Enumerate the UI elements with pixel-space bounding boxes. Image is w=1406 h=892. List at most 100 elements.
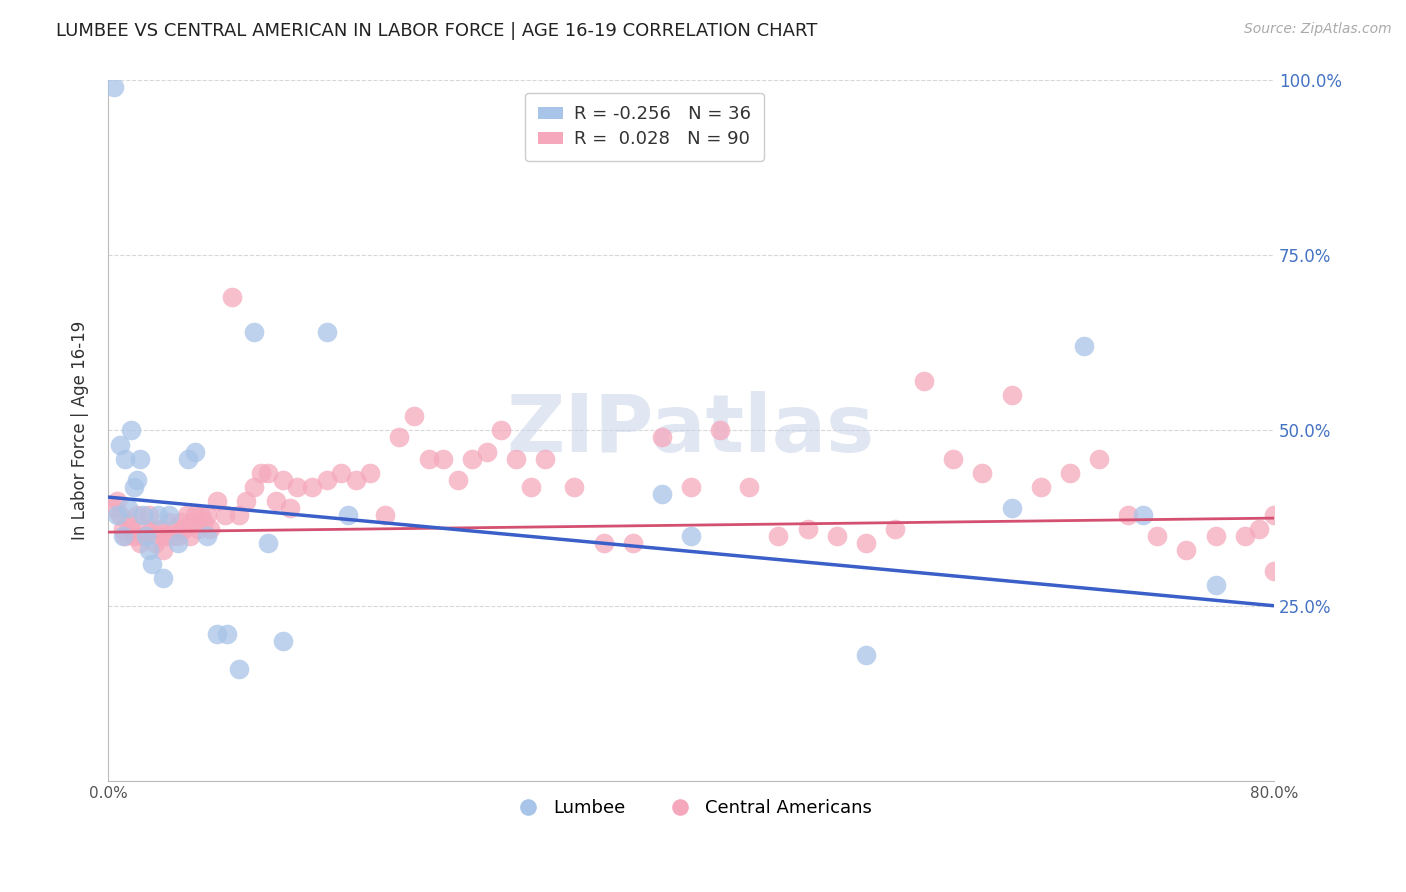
Point: [108, 437, 131, 451]
Point: [132, 528, 155, 542]
Point: [679, 479, 702, 493]
Point: [1000, 388, 1022, 402]
Point: [796, 522, 818, 536]
Point: [141, 557, 163, 571]
Y-axis label: In Labor Force | Age 16-19: In Labor Force | Age 16-19: [72, 321, 89, 541]
Point: [117, 515, 139, 529]
Point: [344, 473, 367, 487]
Point: [122, 479, 145, 493]
Point: [138, 542, 160, 557]
Point: [163, 522, 186, 536]
Point: [111, 522, 134, 536]
Point: [157, 515, 180, 529]
Point: [447, 473, 470, 487]
Point: [491, 424, 513, 438]
Point: [117, 500, 139, 515]
Point: [374, 508, 396, 522]
Point: [143, 535, 166, 549]
Point: [257, 466, 280, 480]
Point: [170, 515, 193, 529]
Point: [257, 535, 280, 549]
Point: [221, 290, 243, 304]
Point: [105, 508, 128, 522]
Point: [235, 493, 257, 508]
Point: [402, 409, 425, 424]
Point: [103, 80, 125, 95]
Point: [738, 479, 761, 493]
Point: [855, 648, 877, 662]
Point: [141, 522, 163, 536]
Point: [1073, 339, 1095, 353]
Point: [359, 466, 381, 480]
Point: [884, 522, 907, 536]
Point: [337, 508, 360, 522]
Text: LUMBEE VS CENTRAL AMERICAN IN LABOR FORCE | AGE 16-19 CORRELATION CHART: LUMBEE VS CENTRAL AMERICAN IN LABOR FORC…: [56, 22, 818, 40]
Point: [1146, 528, 1168, 542]
Point: [250, 466, 273, 480]
Point: [160, 528, 183, 542]
Point: [1263, 508, 1285, 522]
Point: [315, 326, 337, 340]
Point: [207, 493, 229, 508]
Point: [122, 528, 145, 542]
Point: [287, 479, 309, 493]
Point: [271, 633, 294, 648]
Point: [108, 508, 131, 522]
Point: [135, 522, 157, 536]
Point: [120, 424, 142, 438]
Point: [190, 508, 212, 522]
Point: [271, 473, 294, 487]
Legend: Lumbee, Central Americans: Lumbee, Central Americans: [503, 792, 879, 824]
Point: [330, 466, 353, 480]
Point: [432, 451, 454, 466]
Point: [120, 522, 142, 536]
Point: [1116, 508, 1139, 522]
Point: [114, 451, 136, 466]
Point: [418, 451, 440, 466]
Point: [679, 528, 702, 542]
Text: ZIPatlas: ZIPatlas: [506, 392, 875, 469]
Point: [195, 508, 218, 522]
Point: [1029, 479, 1052, 493]
Point: [132, 508, 155, 522]
Point: [264, 493, 287, 508]
Point: [301, 479, 323, 493]
Point: [519, 479, 541, 493]
Point: [114, 528, 136, 542]
Point: [129, 451, 152, 466]
Point: [177, 451, 200, 466]
Point: [167, 528, 190, 542]
Point: [105, 493, 128, 508]
Text: Source: ZipAtlas.com: Source: ZipAtlas.com: [1244, 22, 1392, 37]
Point: [146, 508, 169, 522]
Point: [193, 515, 215, 529]
Point: [184, 444, 207, 458]
Point: [228, 662, 250, 676]
Point: [942, 451, 965, 466]
Point: [228, 508, 250, 522]
Point: [1205, 528, 1227, 542]
Point: [146, 528, 169, 542]
Point: [972, 466, 994, 480]
Point: [214, 508, 236, 522]
Point: [1132, 508, 1154, 522]
Point: [1263, 564, 1285, 578]
Point: [173, 522, 195, 536]
Point: [127, 473, 149, 487]
Point: [127, 508, 149, 522]
Point: [176, 508, 198, 522]
Point: [475, 444, 498, 458]
Point: [179, 528, 201, 542]
Point: [157, 508, 180, 522]
Point: [111, 528, 134, 542]
Point: [1175, 542, 1198, 557]
Point: [1205, 578, 1227, 592]
Point: [187, 522, 209, 536]
Point: [129, 535, 152, 549]
Point: [315, 473, 337, 487]
Point: [181, 515, 204, 529]
Point: [564, 479, 586, 493]
Point: [651, 486, 673, 500]
Point: [651, 430, 673, 444]
Point: [1000, 500, 1022, 515]
